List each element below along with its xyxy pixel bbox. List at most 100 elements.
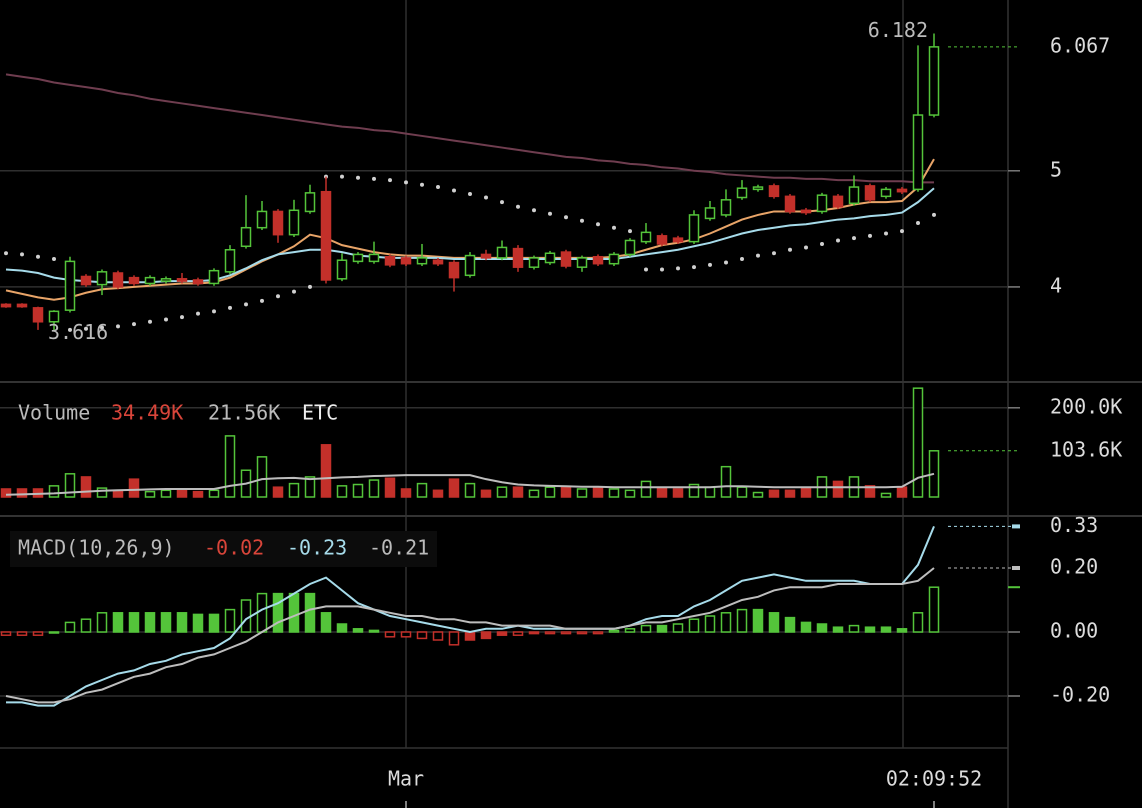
candle-body — [592, 255, 604, 265]
volume-average-line — [5, 472, 935, 496]
candle-body — [368, 253, 380, 263]
volume-bar — [624, 489, 636, 498]
sar-dot — [52, 257, 56, 262]
histogram-bar — [528, 631, 540, 635]
histogram-bar — [320, 612, 332, 633]
sar-dot — [516, 204, 520, 209]
histogram-bar — [656, 624, 668, 633]
sar-dot — [820, 241, 824, 246]
volume-bar — [304, 476, 316, 498]
last-value-label: 6.067 — [1050, 33, 1110, 57]
volume-bar — [480, 489, 492, 498]
sar-dot — [468, 192, 472, 197]
histogram-bar — [816, 623, 828, 633]
candle-body — [64, 260, 76, 311]
volume-bar — [768, 489, 780, 498]
histogram-bar — [896, 628, 908, 633]
histogram-bar — [416, 631, 428, 640]
candle-body — [768, 185, 780, 198]
histogram-bar — [64, 621, 76, 633]
sar-dot — [676, 266, 680, 271]
sar-dot — [436, 185, 440, 190]
sar-dot — [148, 319, 152, 324]
volume-bar — [368, 479, 380, 498]
candle-body — [304, 192, 316, 213]
histogram-bar — [784, 616, 796, 633]
candle-body — [320, 190, 332, 281]
candle-body — [512, 247, 524, 268]
legend-value: -0.02 — [204, 536, 264, 560]
sar-dot — [84, 326, 88, 331]
legend-value: -0.23 — [287, 536, 347, 560]
volume-bar — [832, 480, 844, 498]
sar-dot — [532, 208, 536, 213]
volume-bar — [320, 444, 332, 498]
histogram-bar — [592, 631, 604, 635]
candle-body — [48, 310, 60, 323]
histogram-bar — [352, 628, 364, 633]
moving-average-line — [5, 73, 934, 184]
histogram-bar — [576, 631, 588, 635]
sar-dot — [836, 238, 840, 243]
volume-bar — [80, 476, 92, 498]
histogram-bar — [768, 612, 780, 633]
volume-bar — [288, 482, 300, 498]
legend-unit: ETC — [302, 401, 338, 425]
candle-body — [128, 276, 140, 285]
candle-body — [112, 272, 124, 288]
candle-body — [848, 186, 860, 205]
volume-bar — [0, 488, 12, 498]
candle-body — [656, 235, 668, 245]
sar-dot — [212, 309, 216, 314]
volume-bar — [736, 486, 748, 498]
sar-dot — [564, 215, 568, 220]
histogram-bar — [832, 626, 844, 633]
candle-body — [784, 195, 796, 213]
candle-body — [176, 278, 188, 282]
histogram-bar — [624, 628, 636, 633]
candle-body — [240, 226, 252, 248]
sar-dot — [340, 174, 344, 179]
volume-bar — [256, 456, 268, 498]
histogram-bar — [144, 612, 156, 633]
candle-body — [288, 209, 300, 236]
volume-bar — [560, 486, 572, 498]
candle-body — [704, 207, 716, 220]
candle-body — [672, 237, 684, 243]
candle-body — [864, 185, 876, 201]
histogram-bar — [560, 631, 572, 635]
volume-bar — [384, 477, 396, 498]
histogram-bar — [880, 626, 892, 633]
candle-body — [624, 239, 636, 256]
histogram-bar — [496, 631, 508, 636]
sar-dot — [388, 178, 392, 183]
candle-body — [416, 257, 428, 265]
volume-bar — [128, 478, 140, 498]
candle-body — [528, 257, 540, 268]
candle-body — [192, 279, 204, 285]
candle-body — [640, 231, 652, 243]
candle-body — [32, 307, 44, 323]
sar-dot — [884, 231, 888, 236]
candle-body — [480, 253, 492, 259]
candle-body — [96, 271, 108, 286]
sar-dot — [740, 257, 744, 262]
sar-dot — [804, 245, 808, 250]
volume-bar — [112, 490, 124, 498]
histogram-bar — [928, 586, 940, 633]
volume-bar — [528, 489, 540, 498]
volume-bar — [752, 491, 764, 498]
volume-bar — [608, 488, 620, 498]
histogram-bar — [464, 631, 476, 641]
histogram-bar — [304, 592, 316, 633]
volume-bar — [512, 486, 524, 498]
sar-dot — [100, 325, 104, 330]
x-tick-label: 02:09:52 — [886, 767, 982, 791]
macd-line — [6, 526, 935, 707]
histogram-bar — [96, 612, 108, 633]
sar-dot — [756, 253, 760, 258]
volume-bar — [448, 478, 460, 498]
volume-bar — [592, 487, 604, 498]
